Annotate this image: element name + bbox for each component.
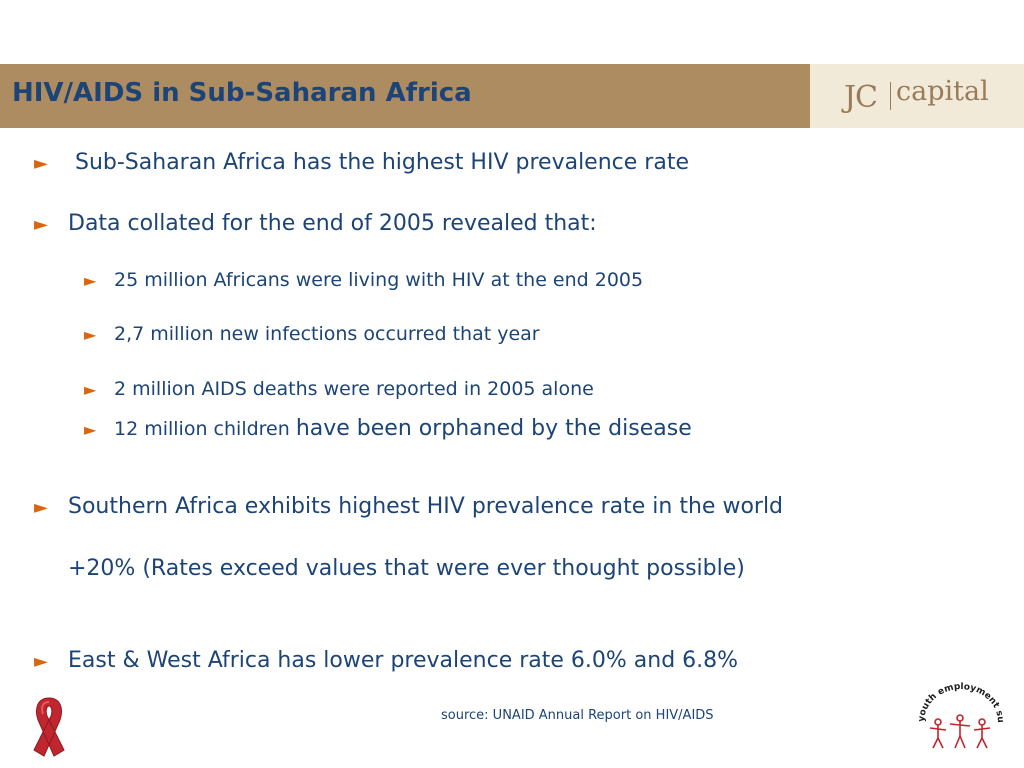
sub-bullet-item: ► 12 million children have been orphaned … [84,416,692,441]
sub-bullet-item: ► 25 million Africans were living with HI… [84,269,643,291]
arrow-bullet-icon: ► [34,651,48,672]
youth-employment-summit-logo: youth employment summit [909,669,1006,756]
sub-bullet-item: ► 2 million AIDS deaths were reported in … [84,378,594,400]
sub-bullet-item: ► 2,7 million new infections occurred tha… [84,323,540,345]
bullet-item: ► Southern Africa exhibits highest HIV pr… [34,494,783,519]
sub-bullet-text: 25 million Africans were living with HIV… [114,269,644,291]
sub-bullet-text: 2 million AIDS deaths were reported in 2… [114,378,594,400]
bullet-text: Data collated for the end of 2005 reveal… [68,211,597,236]
logo-jc-text: JC [844,80,878,115]
logo-capital-text: capital [896,76,989,107]
source-citation: source: UNAID Annual Report on HIV/AIDS [441,708,714,723]
arrow-bullet-icon: ► [34,153,48,174]
red-ribbon-icon [14,692,84,762]
svg-text:youth employment summit: youth employment summit [914,676,1005,723]
bullet-item: ► Sub-Saharan Africa has the highest HIV… [34,150,689,175]
bullet-text: East & West Africa has lower prevalence … [68,648,739,673]
arrow-bullet-icon: ► [84,380,97,399]
bullet-text: Southern Africa exhibits highest HIV pre… [68,494,784,519]
arrow-bullet-icon: ► [84,420,97,439]
bullet-text: Sub-Saharan Africa has the highest HIV p… [68,150,689,175]
bullet-continuation: +20% (Rates exceed values that were ever… [68,556,745,581]
sub-bullet-text: 2,7 million new infections occurred that… [114,323,540,345]
summit-logo-text: youth employment summit [909,669,1005,723]
arrow-bullet-icon: ► [84,325,97,344]
arrow-bullet-icon: ► [84,271,97,290]
arrow-bullet-icon: ► [34,497,48,518]
title-bar: HIV/AIDS in Sub-Saharan Africa [0,64,810,128]
jc-capital-logo: JC capital [810,64,1024,128]
bullet-item: ► Data collated for the end of 2005 revea… [34,211,597,236]
sub-bullet-text-end: have been orphaned by the disease [295,416,692,441]
slide-title: HIV/AIDS in Sub-Saharan Africa [12,78,472,108]
sub-bullet-text-start: 12 million children [114,418,296,440]
bullet-item: ► East & West Africa has lower prevalence… [34,648,738,673]
arrow-bullet-icon: ► [34,214,48,235]
logo-divider [890,82,891,110]
